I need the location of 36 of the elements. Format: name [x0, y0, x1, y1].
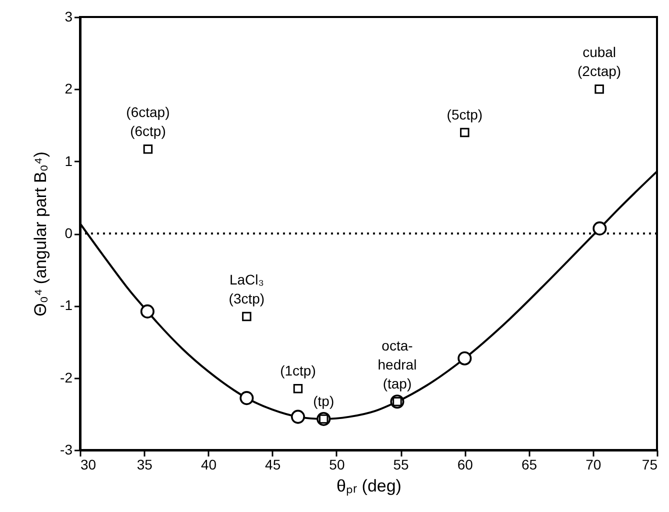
annotation: (tp)	[313, 392, 334, 409]
x-tick-label: 30	[80, 456, 96, 472]
point	[592, 221, 607, 236]
y-tick-label: -3	[60, 442, 73, 458]
y-tick-label: -1	[60, 297, 73, 314]
annotation: octa- hedral (tap)	[378, 338, 417, 392]
x-tick-label: 45	[265, 456, 281, 472]
y-axis-title: Θ₀⁴ (angular part B₀⁴)	[31, 152, 50, 316]
point	[140, 304, 154, 318]
x-tick-label: 40	[200, 456, 217, 472]
x-tick-label: 75	[642, 456, 658, 472]
x-tick-label: 70	[586, 456, 602, 472]
point	[460, 128, 470, 138]
point	[293, 384, 303, 394]
y-tick-label: -2	[60, 369, 73, 386]
point	[290, 410, 305, 424]
y-tick-label: 2	[64, 80, 73, 97]
annotation: (5ctp)	[446, 106, 483, 122]
annotation: (6ctap) (6ctp)	[126, 104, 170, 140]
point	[458, 351, 472, 366]
x-tick-label: 55	[393, 456, 410, 472]
y-tick-label: 3	[64, 8, 73, 24]
x-tick-label: 35	[136, 456, 153, 472]
point	[240, 391, 254, 406]
x-tick-label: 60	[457, 456, 474, 472]
point	[594, 84, 604, 94]
x-tick-label: 65	[521, 456, 538, 472]
y-tick-label: 0	[64, 225, 73, 241]
annotation: cubal (2ctap)	[578, 44, 622, 80]
point	[242, 312, 252, 322]
point	[143, 144, 153, 154]
annotation: (1ctp)	[280, 362, 316, 379]
x-axis-title: θₚᵣ (deg)	[336, 476, 402, 496]
annotation: LaCl₃ (3ctp)	[228, 271, 265, 306]
x-tick-label: 50	[329, 456, 345, 472]
y-tick-label: 1	[64, 152, 73, 169]
